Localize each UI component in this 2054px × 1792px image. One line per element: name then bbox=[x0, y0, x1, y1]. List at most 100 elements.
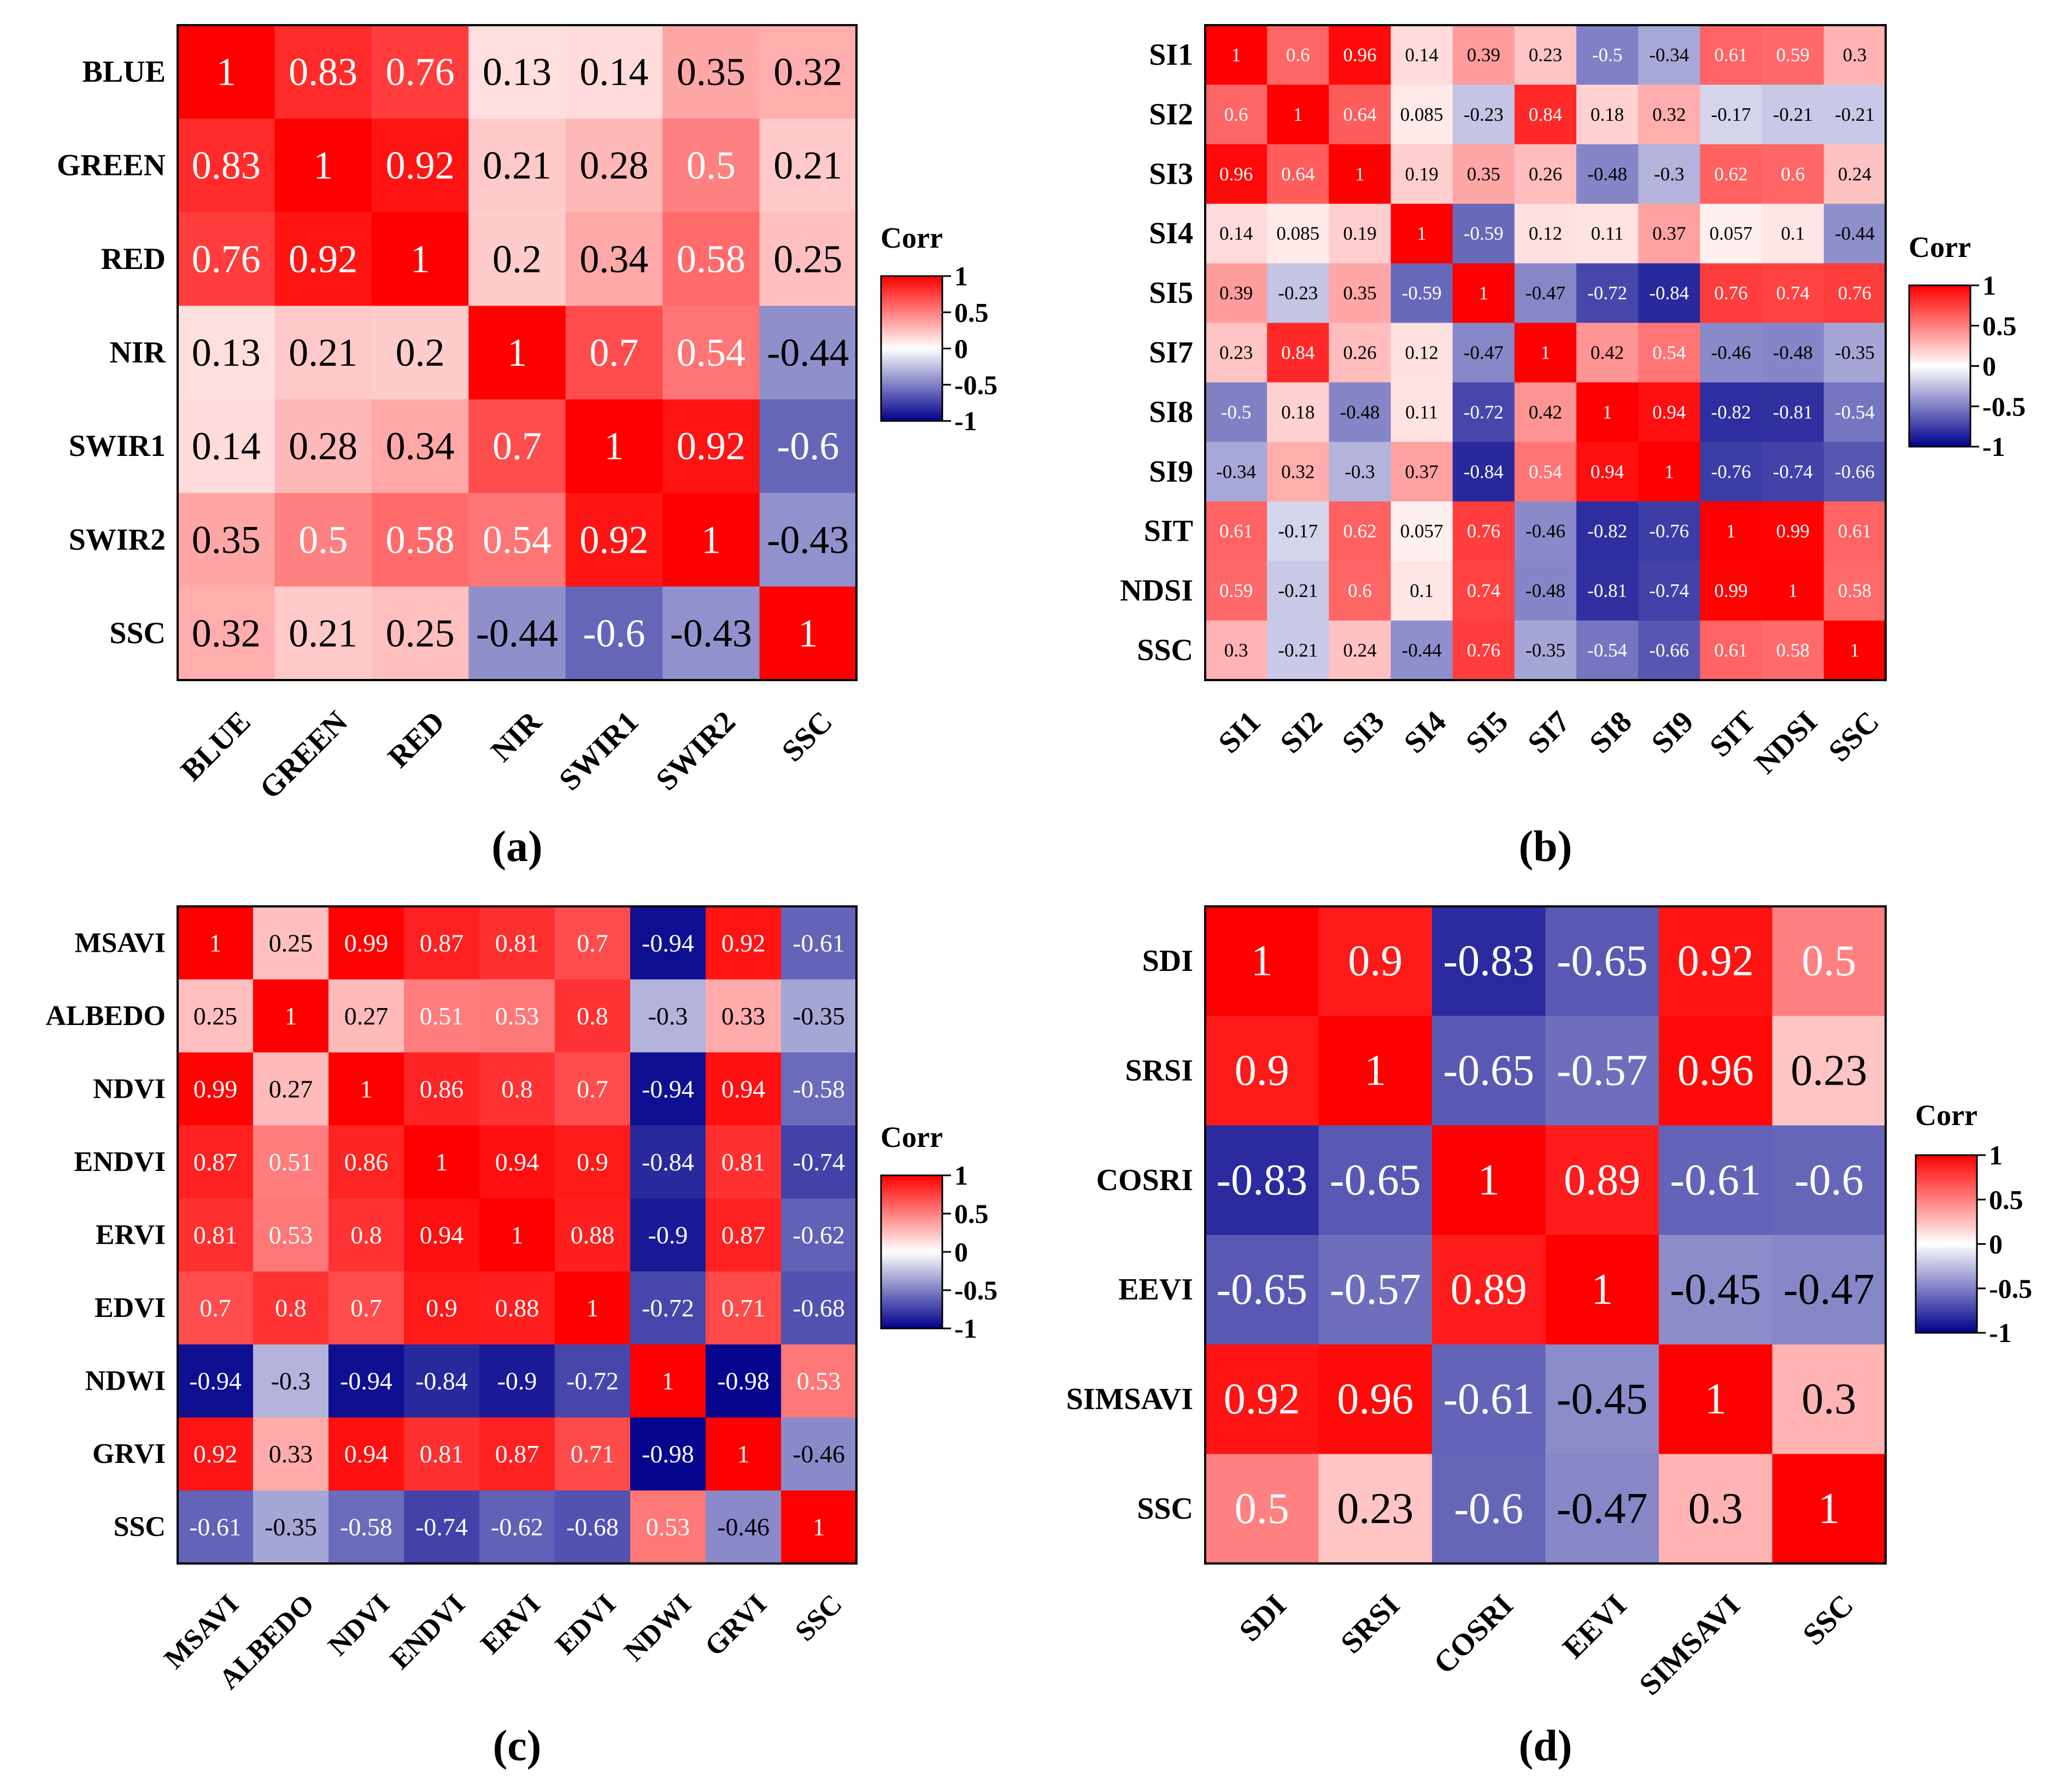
cell-value-label: -0.57 bbox=[1330, 1266, 1421, 1314]
heatmap-cell bbox=[1452, 501, 1515, 561]
heatmap-cell bbox=[1576, 561, 1639, 621]
heatmap-cell bbox=[404, 1198, 480, 1272]
heatmap-cell bbox=[178, 25, 275, 119]
heatmap-cell bbox=[1514, 382, 1577, 442]
heatmap-cell bbox=[565, 399, 663, 494]
heatmap-cell bbox=[1700, 144, 1763, 204]
row-label: EEVI bbox=[1118, 1273, 1193, 1307]
cell-value-label: -0.76 bbox=[1649, 520, 1689, 542]
heatmap-cell bbox=[274, 119, 372, 213]
colorbar-tick-label: 0.5 bbox=[1989, 1184, 2023, 1215]
heatmap-cell bbox=[759, 212, 857, 307]
heatmap-cell bbox=[328, 1490, 404, 1564]
heatmap-cell bbox=[565, 119, 663, 213]
row-label: SSC bbox=[114, 1512, 166, 1543]
column-label: SI5 bbox=[1459, 705, 1515, 760]
colorbar: Corr 1 0.5 0 -0.5 -1 bbox=[880, 1121, 997, 1344]
row-label: SI9 bbox=[1149, 455, 1193, 489]
cell-value-label: 1 bbox=[507, 331, 527, 374]
cell-value-label: 0.34 bbox=[579, 237, 648, 281]
heatmap-cell bbox=[468, 25, 566, 119]
heatmap-cell bbox=[1823, 203, 1886, 264]
cell-value-label: 0.58 bbox=[1838, 580, 1871, 601]
heatmap-cell bbox=[479, 1271, 555, 1345]
cell-value-label: 0.96 bbox=[1343, 44, 1376, 66]
cell-value-label: 1 bbox=[360, 1075, 373, 1103]
cell-value-label: 0.99 bbox=[344, 929, 389, 957]
heatmap-cell bbox=[1205, 144, 1267, 204]
cell-value-label: -0.17 bbox=[1278, 520, 1318, 542]
heatmap-cell bbox=[630, 1417, 706, 1491]
cell-value-label: 0.92 bbox=[677, 424, 746, 468]
heatmap-cell bbox=[555, 1271, 631, 1345]
cell-value-label: -0.6 bbox=[777, 424, 839, 468]
colorbar-tick-label: 0 bbox=[954, 333, 968, 364]
cell-value-label: -0.65 bbox=[1216, 1266, 1307, 1314]
heatmap-cell bbox=[1659, 1125, 1773, 1235]
cell-value-label: 0.7 bbox=[589, 331, 638, 374]
heatmap-cell bbox=[328, 1271, 404, 1345]
heatmap-cell bbox=[1576, 382, 1639, 442]
heatmap-cell bbox=[630, 1490, 706, 1564]
heatmap-cell bbox=[274, 212, 372, 307]
cell-value-label: 0.81 bbox=[721, 1148, 766, 1176]
heatmap-cell bbox=[759, 399, 857, 494]
cell-value-label: -0.17 bbox=[1711, 104, 1751, 125]
heatmap-cell bbox=[1205, 1344, 1319, 1455]
column-label: SI8 bbox=[1583, 705, 1639, 760]
column-label: SI1 bbox=[1212, 705, 1267, 760]
heatmap-cell bbox=[1318, 1125, 1433, 1235]
heatmap-cell bbox=[555, 1198, 631, 1272]
row-label: SSC bbox=[109, 616, 166, 650]
column-label: SI3 bbox=[1336, 705, 1391, 760]
cell-value-label: 0.76 bbox=[1467, 640, 1500, 661]
heatmap-cell bbox=[1205, 1125, 1319, 1235]
heatmap-cell bbox=[1329, 144, 1392, 204]
cell-value-label: 0.33 bbox=[269, 1440, 313, 1468]
heatmap-panel-3: 1 0.25 0.99 0.87 0.81 0.7 -0.94 0.92 -0.610.25 1 0… bbox=[45, 905, 997, 1770]
colorbar-tick-label: -0.5 bbox=[954, 370, 997, 400]
column-label: SRSI bbox=[1334, 1588, 1406, 1660]
row-label: NDSI bbox=[1120, 574, 1193, 608]
cell-value-label: -0.65 bbox=[1443, 1047, 1534, 1095]
cell-value-label: 0.26 bbox=[1343, 342, 1376, 364]
cell-value-label: 0.057 bbox=[1400, 520, 1443, 542]
cell-value-label: 1 bbox=[1664, 461, 1674, 482]
heatmap-cell bbox=[662, 493, 760, 587]
heatmap-cell bbox=[1823, 25, 1886, 85]
heatmap-cell bbox=[1638, 561, 1701, 621]
cell-value-label: -0.6 bbox=[1454, 1485, 1523, 1533]
cell-value-label: -0.21 bbox=[1278, 580, 1318, 601]
cell-value-label: 0.84 bbox=[1529, 104, 1562, 125]
cell-value-label: -0.47 bbox=[1464, 342, 1504, 364]
cell-value-label: 0.96 bbox=[1337, 1375, 1413, 1424]
cell-value-label: 1 bbox=[1541, 342, 1551, 364]
cell-value-label: 0.25 bbox=[773, 237, 842, 281]
heatmap-cell bbox=[706, 1198, 782, 1272]
heatmap-cell bbox=[1638, 84, 1701, 145]
heatmap-cell bbox=[371, 306, 469, 400]
cell-value-label: 0.13 bbox=[483, 50, 551, 94]
cell-value-label: 0.085 bbox=[1276, 223, 1319, 244]
cell-value-label: 0.88 bbox=[495, 1294, 539, 1322]
heatmap-cell bbox=[1576, 203, 1639, 264]
cell-value-label: -0.94 bbox=[642, 929, 694, 957]
heatmap-cell bbox=[1700, 620, 1763, 681]
colorbar-tick-label: 0.5 bbox=[954, 297, 989, 327]
cell-value-label: -0.48 bbox=[1773, 342, 1813, 364]
colorbar-title: Corr bbox=[881, 221, 943, 254]
heatmap-cell bbox=[1545, 1016, 1659, 1126]
heatmap-cell bbox=[1576, 84, 1639, 145]
cell-value-label: -0.61 bbox=[793, 929, 845, 957]
cell-value-label: 0.27 bbox=[344, 1002, 389, 1030]
heatmap-cell bbox=[1432, 1454, 1546, 1564]
colorbar-tick-label: 0 bbox=[1989, 1229, 2003, 1260]
cell-value-label: 0.62 bbox=[1714, 163, 1747, 185]
cell-value-label: -0.48 bbox=[1525, 580, 1565, 601]
heatmap-cell bbox=[274, 399, 372, 494]
cell-value-label: 0.21 bbox=[773, 144, 842, 188]
cell-value-label: -0.83 bbox=[1443, 937, 1534, 985]
heatmap-cell bbox=[479, 1417, 555, 1491]
heatmap-cell bbox=[371, 212, 469, 307]
heatmap-cell bbox=[1452, 323, 1515, 383]
